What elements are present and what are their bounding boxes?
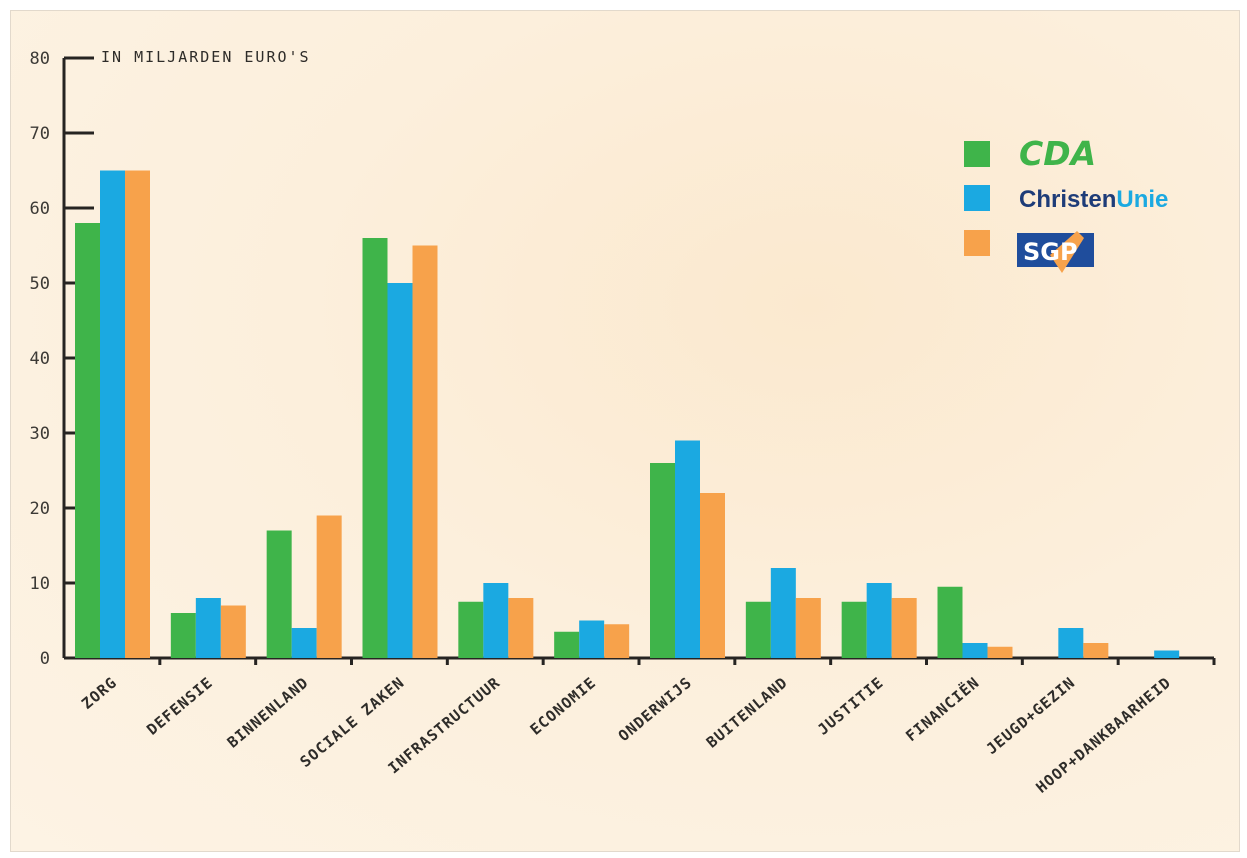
legend-label-sgp: SGP xyxy=(1023,238,1078,266)
y-tick-label: 70 xyxy=(30,124,50,144)
bar xyxy=(579,620,605,658)
x-tick-label: ZORG xyxy=(78,673,120,713)
legend-cu-part2: Unie xyxy=(1116,186,1168,213)
y-tick-label: 50 xyxy=(30,274,50,294)
bar xyxy=(795,598,821,658)
x-tick-label: ECONOMIE xyxy=(527,673,600,738)
bar xyxy=(1083,643,1109,658)
axes xyxy=(62,56,1216,665)
x-tick-label: JUSTITIE xyxy=(814,673,887,738)
legend-swatch-christenunie xyxy=(964,185,990,211)
y-tick-label: 60 xyxy=(30,199,50,219)
legend: CDA ChristenUnie SGP xyxy=(964,134,1168,273)
bar xyxy=(508,598,534,658)
bar xyxy=(1058,628,1084,658)
bar xyxy=(604,624,630,658)
bar xyxy=(458,601,484,658)
bar xyxy=(962,643,988,658)
bar xyxy=(841,601,867,658)
x-tick-label: BINNENLAND xyxy=(224,673,312,751)
bars xyxy=(75,170,1180,658)
bar xyxy=(937,586,963,658)
x-tick-label: ONDERWIJS xyxy=(615,673,696,745)
sgp-logo: SGP xyxy=(1017,231,1094,273)
tick-labels: 0 10 20 30 40 50 60 70 80 xyxy=(30,49,50,669)
bar xyxy=(891,598,917,658)
legend-swatch-sgp xyxy=(964,230,990,256)
bar xyxy=(125,170,150,658)
x-tick-label: DEFENSIE xyxy=(143,673,216,738)
bar xyxy=(554,631,580,658)
bar xyxy=(75,223,100,658)
sgp-logo-arrow xyxy=(1050,231,1084,273)
x-tick-label: JEUGD+GEZIN xyxy=(983,673,1079,758)
bar xyxy=(700,493,725,658)
bar xyxy=(987,646,1013,658)
bar xyxy=(362,238,388,658)
bar xyxy=(770,568,796,658)
y-tick-label: 80 xyxy=(30,49,50,69)
y-tick-label: 0 xyxy=(40,649,50,669)
bar xyxy=(412,245,438,658)
bar xyxy=(266,530,292,658)
bar xyxy=(100,170,125,658)
x-tick-label: SOCIALE ZAKEN xyxy=(297,673,408,771)
bar xyxy=(745,601,771,658)
legend-label-cda: CDA xyxy=(1019,134,1096,173)
bar xyxy=(170,613,196,658)
chart-panel: 0 10 20 30 40 50 60 70 80 ZORG DEFENSIE BINNENLAND… xyxy=(10,10,1240,852)
bar xyxy=(291,628,317,658)
y-tick-label: 30 xyxy=(30,424,50,444)
legend-cu-part1: Christen xyxy=(1019,186,1116,213)
bar xyxy=(387,283,413,658)
y-tick-label: 20 xyxy=(30,499,50,519)
bar xyxy=(195,598,221,658)
bar xyxy=(1154,650,1180,658)
y-tick-label: 40 xyxy=(30,349,50,369)
unit-label: IN MILJARDEN EURO'S xyxy=(101,48,311,66)
legend-label-christenunie: ChristenUnie xyxy=(1019,186,1168,213)
bar-chart: 0 10 20 30 40 50 60 70 80 ZORG DEFENSIE BINNENLAND… xyxy=(30,48,1216,797)
bar xyxy=(650,463,675,658)
bar xyxy=(675,440,700,658)
bar xyxy=(316,515,342,658)
x-tick-label: FINANCIËN xyxy=(902,673,983,746)
legend-swatch-cda xyxy=(964,141,990,167)
bar xyxy=(220,605,246,658)
bar xyxy=(483,583,509,658)
bar xyxy=(866,583,892,658)
y-tick-label: 10 xyxy=(30,574,50,594)
x-tick-label: BUITENLAND xyxy=(703,673,791,751)
